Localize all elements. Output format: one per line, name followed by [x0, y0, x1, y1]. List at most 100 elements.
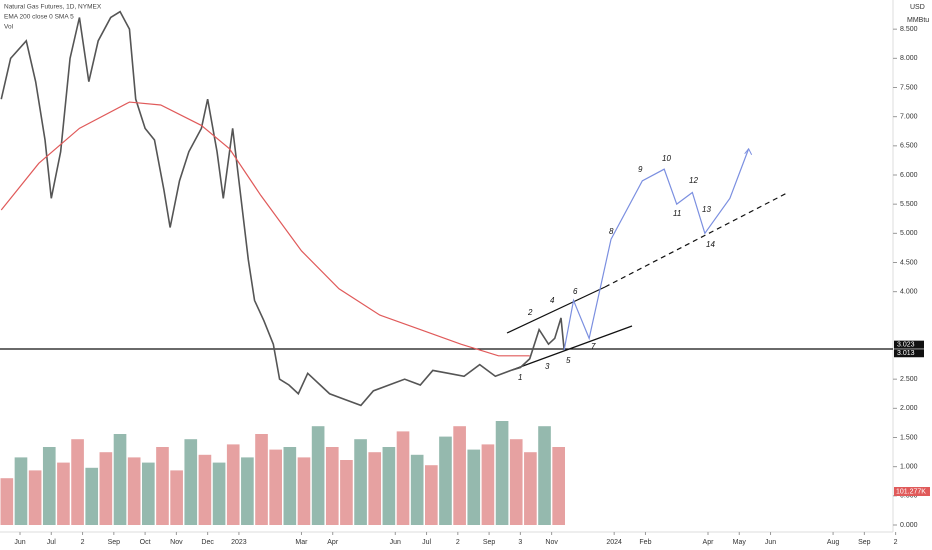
x-tick-label: 2024 [606, 539, 622, 546]
x-tick-label: Jun [14, 539, 25, 546]
volume-bar [99, 452, 113, 525]
x-tick-label: 2 [456, 539, 460, 546]
price-label: 3.023 [897, 342, 915, 349]
y-tick-label: 7.000 [900, 114, 918, 121]
volume-bar [14, 457, 28, 525]
volume-bar [85, 467, 99, 525]
series-line [0, 101, 530, 357]
y-tick-label: 6.500 [900, 143, 918, 150]
x-tick-label: 2 [894, 539, 898, 546]
volume-bar [113, 434, 127, 525]
volume-bar [325, 447, 339, 525]
wave-label: 14 [706, 240, 715, 249]
volume-bar [269, 449, 282, 525]
volume-bar [283, 447, 297, 525]
wave-label: 6 [573, 287, 578, 296]
trend-lines [0, 192, 893, 371]
x-tick-label: Nov [545, 539, 558, 546]
volume-bar [340, 460, 353, 525]
y-tick-label: 5.500 [900, 201, 918, 208]
volume-bar [453, 426, 466, 525]
volume-bar [354, 439, 367, 525]
wave-label: 4 [550, 296, 555, 305]
unit: MMBtu [907, 17, 929, 24]
volume-bar [552, 447, 565, 525]
volume-bar [226, 444, 240, 525]
arrow-head [744, 147, 753, 155]
volume-bar [142, 462, 155, 525]
x-tick-label: Oct [140, 539, 151, 546]
volume-bar [382, 447, 396, 525]
price-label-bg [894, 349, 924, 358]
x-tick-label: May [733, 539, 747, 546]
x-tick-label: Sep [483, 539, 496, 546]
price-label: 3.013 [897, 350, 915, 357]
wave-label: 8 [609, 227, 614, 236]
currency: USD [910, 4, 925, 11]
wave-label: 1 [518, 373, 522, 382]
volume-bar [311, 426, 325, 525]
x-tick-label: Aug [827, 539, 840, 546]
y-tick-label: 1.500 [900, 434, 918, 441]
volume-bar [509, 439, 523, 525]
wave-label: 12 [689, 176, 698, 185]
x-tick-label: Jun [765, 539, 776, 546]
x-tick-label: Mar [295, 539, 308, 546]
volume-bar [170, 470, 183, 525]
volume-bar [481, 444, 495, 525]
x-tick-label: Apr [327, 539, 339, 546]
volume-bar [198, 454, 212, 525]
volume-bar [255, 434, 268, 525]
volume-bar [212, 462, 226, 525]
y-tick-label: 8.000 [900, 55, 918, 62]
volume-bar [184, 439, 198, 525]
series-line [563, 148, 750, 351]
x-tick-label: 3 [518, 539, 522, 546]
volume-label-bg [894, 487, 930, 496]
x-tick-label: Jul [422, 539, 431, 546]
wave-label: 11 [673, 209, 681, 218]
volume-bar [396, 431, 410, 525]
volume-bar [57, 462, 70, 525]
x-tick-label: 2 [81, 539, 85, 546]
volume-bar [42, 447, 56, 525]
wave-label: 10 [662, 154, 671, 163]
x-tick-label: Dec [201, 539, 214, 546]
x-tick-label: 2023 [231, 539, 247, 546]
volume-bar [495, 421, 509, 525]
volume-label: Vol [4, 24, 14, 31]
volume-bar [241, 457, 254, 525]
volume-bar [410, 454, 424, 525]
x-tick-label: Feb [639, 539, 651, 546]
y-tick-label: 1.000 [900, 464, 918, 471]
volume-bar [127, 457, 141, 525]
x-tick-label: Apr [703, 539, 715, 546]
y-tick-label: 2.500 [900, 376, 918, 383]
price-label-bg [894, 340, 924, 349]
channel-lower [511, 325, 633, 371]
volume-bar [156, 447, 169, 525]
volume-last-label: 101.277K [896, 488, 926, 495]
volume-bar [297, 457, 311, 525]
y-tick-label: 6.000 [900, 172, 918, 179]
y-tick-label: 0.000 [900, 522, 918, 529]
volume-bar [71, 439, 84, 525]
volume-bar [425, 465, 438, 525]
y-tick-label: 4.000 [900, 289, 918, 296]
wave-label: 5 [566, 356, 571, 365]
volume-bar [28, 470, 42, 525]
y-tick-label: 5.000 [900, 230, 918, 237]
x-tick-label: Jun [390, 539, 401, 546]
wave-labels: 1 2 3 4 5 6 7 8 9 10 11 12 13 14 [518, 154, 715, 382]
channel-upper [506, 286, 606, 334]
y-tick-label: 7.500 [900, 84, 918, 91]
wave-label: 13 [702, 205, 711, 214]
volume-bar [467, 449, 481, 525]
x-tick-label: Sep [858, 539, 871, 546]
x-tick-label: Sep [108, 539, 121, 546]
volume-bar [368, 452, 382, 525]
series-line [0, 10, 565, 407]
volume-bar [439, 436, 452, 525]
